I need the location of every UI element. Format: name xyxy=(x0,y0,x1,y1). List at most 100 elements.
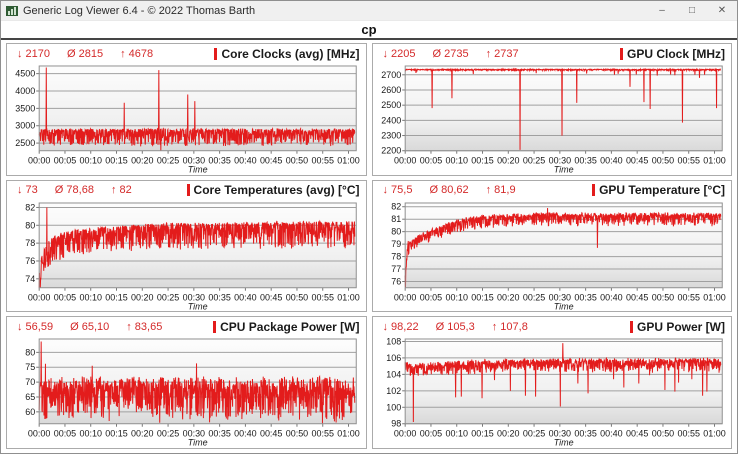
stat-max: ↑ 4678 xyxy=(120,47,154,60)
svg-text:00:10: 00:10 xyxy=(80,292,102,302)
svg-text:00:05: 00:05 xyxy=(419,156,441,166)
stat-max: ↑ 107,8 xyxy=(491,320,528,333)
stat-avg: Ø 65,10 xyxy=(70,320,110,333)
svg-text:00:05: 00:05 xyxy=(419,429,441,439)
svg-text:00:40: 00:40 xyxy=(600,292,622,302)
chart-cpu-package-power: 60 65 70 75 80 00:00 00:05 00:10 00:15 00:20 00:25… xyxy=(25,338,360,448)
chart-panel-gpu-temperature: ↓ 75,5 Ø 80,62 ↑ 81,9 GPU Temperature [°… xyxy=(371,179,732,313)
svg-text:4500: 4500 xyxy=(15,69,35,79)
svg-text:01:00: 01:00 xyxy=(703,429,725,439)
window-title: Generic Log Viewer 6.4 - © 2022 Thomas B… xyxy=(23,4,256,17)
svg-text:00:10: 00:10 xyxy=(445,292,467,302)
window-controls: – □ ✕ xyxy=(647,1,737,20)
legend-color-bar xyxy=(214,47,218,60)
legend-color-bar xyxy=(629,320,633,333)
close-button[interactable]: ✕ xyxy=(717,5,727,16)
svg-text:00:05: 00:05 xyxy=(419,292,441,302)
chart-core-temperatures: 74 76 78 80 82 00:00 00:05 00:10 00:15 00:20 00:25… xyxy=(25,202,360,311)
svg-text:00:50: 00:50 xyxy=(651,292,673,302)
svg-text:01:00: 01:00 xyxy=(337,292,359,302)
svg-text:00:55: 00:55 xyxy=(311,156,333,166)
svg-text:00:35: 00:35 xyxy=(574,429,596,439)
svg-text:00:55: 00:55 xyxy=(312,292,334,302)
svg-text:00:50: 00:50 xyxy=(286,156,308,166)
svg-text:78: 78 xyxy=(391,251,401,261)
svg-text:00:55: 00:55 xyxy=(312,429,334,439)
svg-text:00:10: 00:10 xyxy=(80,429,102,439)
svg-text:65: 65 xyxy=(25,392,35,402)
stat-avg: Ø 80,62 xyxy=(429,184,469,197)
svg-text:00:45: 00:45 xyxy=(260,156,282,166)
svg-text:00:45: 00:45 xyxy=(625,292,647,302)
chart-title: Core Clocks (avg) [MHz] xyxy=(221,46,360,61)
svg-text:00:25: 00:25 xyxy=(522,292,544,302)
chart-title: GPU Clock [MHz] xyxy=(626,46,725,61)
svg-text:00:15: 00:15 xyxy=(105,156,127,166)
chart-stats: ↓ 73 Ø 78,68 ↑ 82 xyxy=(17,184,132,196)
maximize-button[interactable]: □ xyxy=(688,5,696,16)
svg-text:2500: 2500 xyxy=(381,100,401,110)
svg-text:82: 82 xyxy=(25,202,35,212)
chart-title: GPU Power [W] xyxy=(636,319,725,334)
svg-text:Time: Time xyxy=(188,165,208,175)
svg-text:108: 108 xyxy=(386,337,401,347)
stat-avg: Ø 2735 xyxy=(432,47,469,60)
svg-text:00:20: 00:20 xyxy=(497,156,519,166)
svg-text:00:05: 00:05 xyxy=(54,292,76,302)
svg-text:00:15: 00:15 xyxy=(105,292,127,302)
svg-text:00:40: 00:40 xyxy=(234,292,256,302)
svg-text:104: 104 xyxy=(386,370,401,380)
svg-text:102: 102 xyxy=(386,386,401,396)
svg-text:3000: 3000 xyxy=(15,121,35,131)
chart-gpu-power: 98 100 102 104 106 108 00:00 00:05 00:10 00:15 00:… xyxy=(386,337,726,448)
svg-text:00:00: 00:00 xyxy=(28,156,50,166)
svg-text:00:45: 00:45 xyxy=(625,156,647,166)
svg-text:00:45: 00:45 xyxy=(260,429,282,439)
svg-text:00:35: 00:35 xyxy=(208,156,230,166)
svg-text:00:25: 00:25 xyxy=(522,429,544,439)
legend-color-bar xyxy=(619,47,623,60)
chart-core-clocks: 2500 3000 3500 4000 4500 00:00 00:05 00:10 00:15… xyxy=(15,65,360,175)
svg-text:00:10: 00:10 xyxy=(445,429,467,439)
legend-color-bar xyxy=(186,184,190,197)
svg-text:00:05: 00:05 xyxy=(54,156,76,166)
minimize-button[interactable]: – xyxy=(659,5,665,16)
svg-text:106: 106 xyxy=(386,353,401,363)
svg-text:01:00: 01:00 xyxy=(337,429,359,439)
svg-text:00:30: 00:30 xyxy=(183,292,205,302)
stat-min: ↓ 2170 xyxy=(17,47,51,60)
svg-text:00:30: 00:30 xyxy=(548,429,570,439)
svg-text:79: 79 xyxy=(391,239,401,249)
svg-text:2400: 2400 xyxy=(381,115,401,125)
svg-text:00:40: 00:40 xyxy=(600,156,622,166)
svg-text:00:20: 00:20 xyxy=(131,429,153,439)
svg-text:76: 76 xyxy=(391,276,401,286)
svg-text:00:40: 00:40 xyxy=(234,429,256,439)
svg-text:00:20: 00:20 xyxy=(131,292,153,302)
chart-panel-cpu-package-power: ↓ 56,59 Ø 65,10 ↑ 83,65 CPU Package Powe… xyxy=(6,316,367,449)
svg-text:00:00: 00:00 xyxy=(393,429,415,439)
svg-text:01:00: 01:00 xyxy=(337,156,359,166)
svg-text:00:15: 00:15 xyxy=(105,429,127,439)
charts-grid: ↓ 2170 Ø 2815 ↑ 4678 Core Clocks (avg) [… xyxy=(1,40,737,453)
svg-text:00:15: 00:15 xyxy=(471,292,493,302)
svg-text:00:25: 00:25 xyxy=(157,292,179,302)
svg-text:Time: Time xyxy=(553,301,573,311)
chart-panel-gpu-clock: ↓ 2205 Ø 2735 ↑ 2737 GPU Clock [MHz] 220… xyxy=(371,43,732,176)
svg-text:00:15: 00:15 xyxy=(471,156,493,166)
svg-text:80: 80 xyxy=(391,226,401,236)
chart-title: GPU Temperature [°C] xyxy=(599,183,725,198)
svg-text:00:45: 00:45 xyxy=(625,429,647,439)
svg-text:00:50: 00:50 xyxy=(651,156,673,166)
svg-text:00:30: 00:30 xyxy=(183,156,205,166)
stat-max: ↑ 83,65 xyxy=(126,320,163,333)
stat-avg: Ø 78,68 xyxy=(54,184,94,197)
svg-text:00:30: 00:30 xyxy=(548,156,570,166)
title-bar: Generic Log Viewer 6.4 - © 2022 Thomas B… xyxy=(1,1,737,21)
svg-text:82: 82 xyxy=(391,201,401,211)
svg-text:00:00: 00:00 xyxy=(393,292,415,302)
svg-text:80: 80 xyxy=(25,220,35,230)
svg-text:00:35: 00:35 xyxy=(574,156,596,166)
